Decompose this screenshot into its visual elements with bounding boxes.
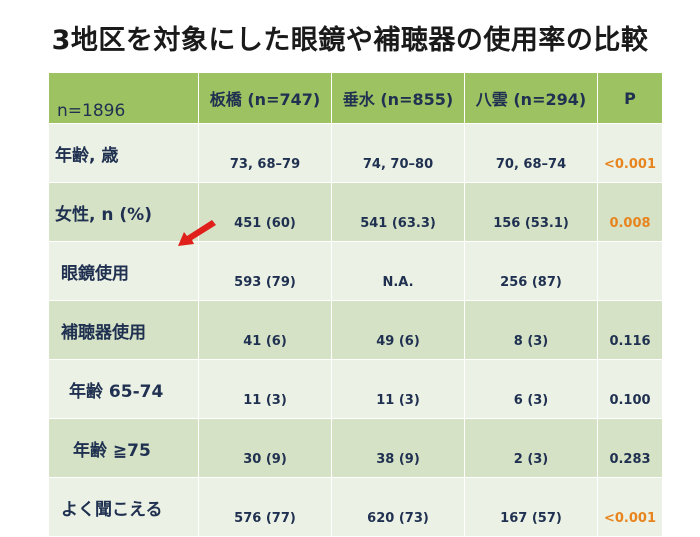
slide-title: 3地区を対象にした眼鏡や補聴器の使用率の比較	[51, 25, 649, 56]
cell-tarumi: 620 (73)	[331, 477, 465, 537]
header-tarumi: 垂水 (n=855)	[331, 72, 465, 124]
cell-p-value: <0.001	[597, 477, 663, 537]
row-hears-well: よく聞こえる 576 (77) 620 (73) 167 (57) <0.001	[48, 477, 663, 537]
header-yakumo: 八雲 (n=294)	[464, 72, 598, 124]
cell-tarumi: 49 (6)	[331, 300, 465, 360]
cell-itabashi: 73, 68–79	[198, 123, 332, 183]
cell-p-value: 0.283	[597, 418, 663, 478]
header-row: n=1896 板橋 (n=747) 垂水 (n=855) 八雲 (n=294) …	[48, 72, 663, 124]
cell-yakumo: 256 (87)	[464, 241, 598, 301]
row-label: 年齢, 歳	[48, 123, 199, 183]
sample-size-header: n=1896	[48, 72, 199, 124]
cell-itabashi: 576 (77)	[198, 477, 332, 537]
cell-yakumo: 70, 68–74	[464, 123, 598, 183]
row-label: 眼鏡使用	[48, 241, 199, 301]
cell-yakumo: 167 (57)	[464, 477, 598, 537]
header-p-value: P	[597, 72, 663, 124]
row-hearing-aid: 補聴器使用 41 (6) 49 (6) 8 (3) 0.116	[48, 300, 663, 360]
cell-p-value: 0.008	[597, 182, 663, 242]
row-age-75-plus: 年齢 ≧75 30 (9) 38 (9) 2 (3) 0.283	[48, 418, 663, 478]
cell-itabashi: 30 (9)	[198, 418, 332, 478]
cell-p-value	[597, 241, 663, 301]
row-age: 年齢, 歳 73, 68–79 74, 70–80 70, 68–74 <0.0…	[48, 123, 663, 183]
header-itabashi: 板橋 (n=747)	[198, 72, 332, 124]
cell-yakumo: 156 (53.1)	[464, 182, 598, 242]
cell-tarumi: 38 (9)	[331, 418, 465, 478]
row-label: よく聞こえる	[48, 477, 199, 537]
cell-tarumi: 541 (63.3)	[331, 182, 465, 242]
red-arrow-icon	[178, 220, 216, 246]
cell-tarumi: 74, 70–80	[331, 123, 465, 183]
row-glasses: 眼鏡使用 593 (79) N.A. 256 (87)	[48, 241, 663, 301]
cell-itabashi: 451 (60)	[198, 182, 332, 242]
cell-p-value: 0.100	[597, 359, 663, 419]
cell-itabashi: 11 (3)	[198, 359, 332, 419]
row-label: 女性, n (%)	[48, 182, 199, 242]
row-label: 年齢 ≧75	[48, 418, 199, 478]
comparison-table: n=1896 板橋 (n=747) 垂水 (n=855) 八雲 (n=294) …	[48, 72, 663, 537]
cell-tarumi: N.A.	[331, 241, 465, 301]
cell-itabashi: 41 (6)	[198, 300, 332, 360]
cell-p-value: 0.116	[597, 300, 663, 360]
row-age-65-74: 年齢 65-74 11 (3) 11 (3) 6 (3) 0.100	[48, 359, 663, 419]
cell-yakumo: 6 (3)	[464, 359, 598, 419]
cell-yakumo: 8 (3)	[464, 300, 598, 360]
cell-yakumo: 2 (3)	[464, 418, 598, 478]
row-label: 年齢 65-74	[48, 359, 199, 419]
cell-tarumi: 11 (3)	[331, 359, 465, 419]
cell-itabashi: 593 (79)	[198, 241, 332, 301]
cell-p-value: <0.001	[597, 123, 663, 183]
row-female: 女性, n (%) 451 (60) 541 (63.3) 156 (53.1)…	[48, 182, 663, 242]
row-label: 補聴器使用	[48, 300, 199, 360]
